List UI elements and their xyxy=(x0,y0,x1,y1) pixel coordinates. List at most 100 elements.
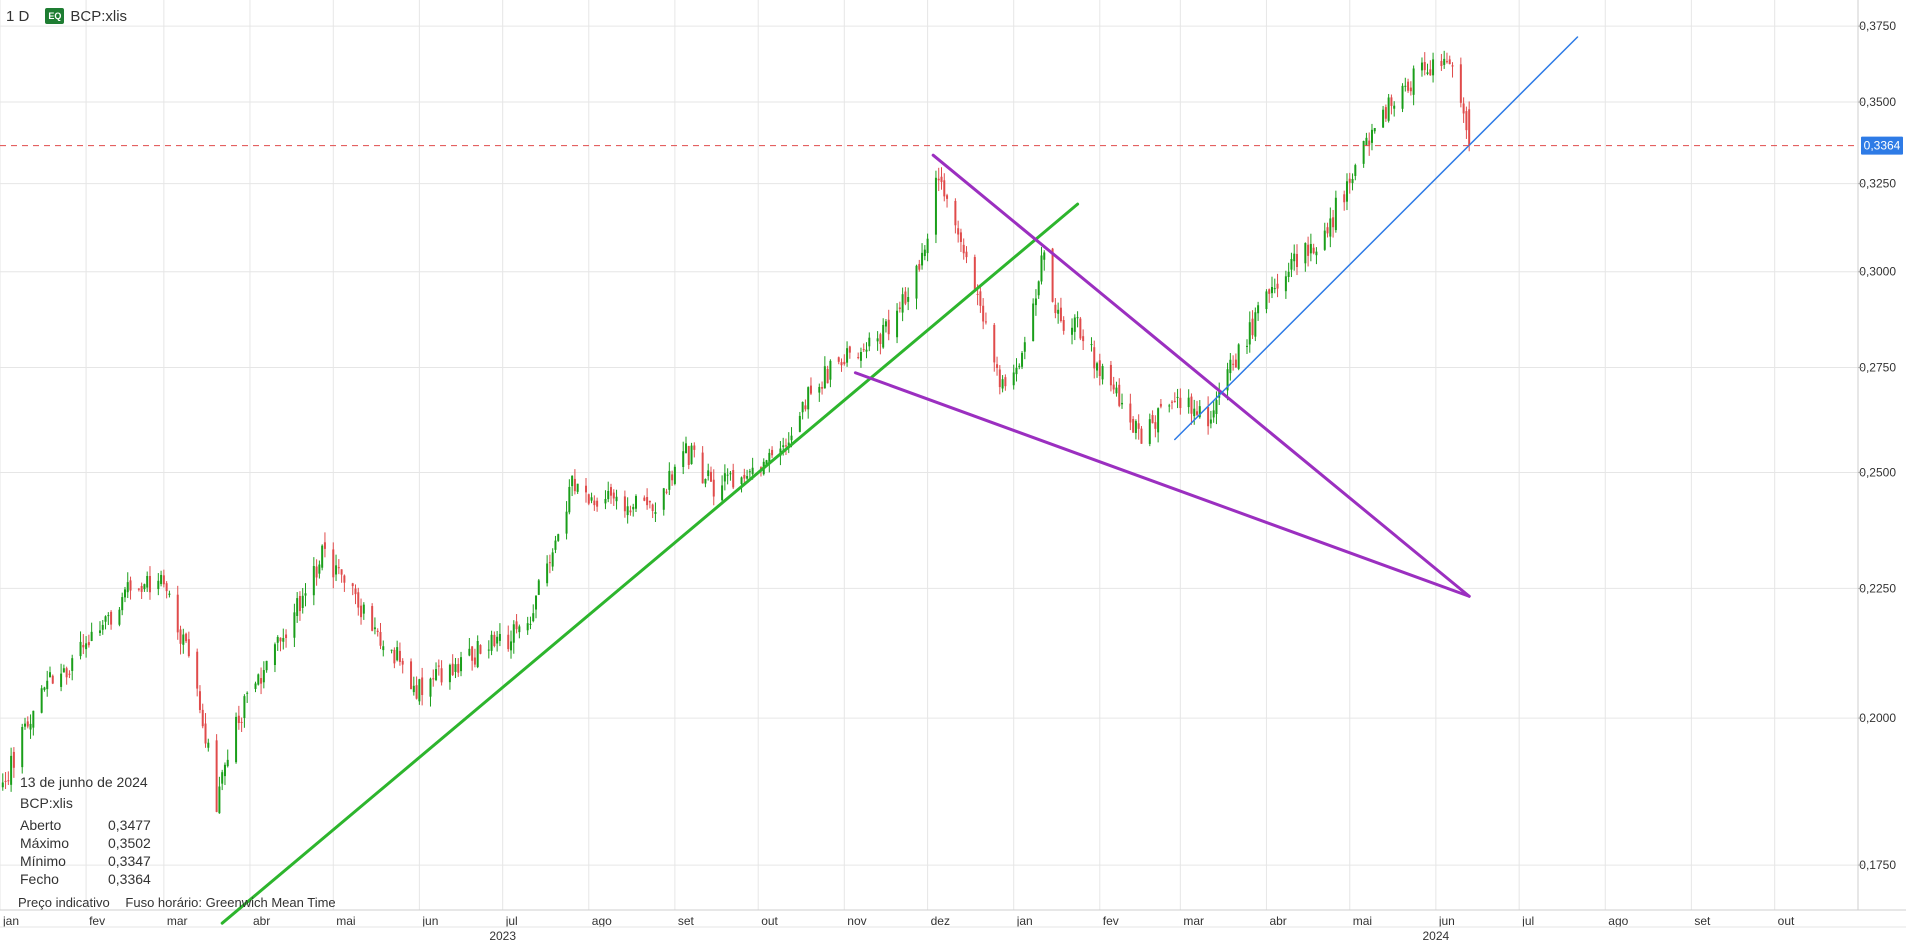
candle xyxy=(512,620,515,654)
candle-body xyxy=(1307,244,1310,256)
candle-body xyxy=(918,263,921,270)
candle-body xyxy=(1173,400,1176,403)
candle-body xyxy=(673,466,676,484)
candle xyxy=(410,658,413,690)
candle xyxy=(662,487,665,516)
candle xyxy=(90,622,93,642)
candle xyxy=(490,630,493,656)
candle-body xyxy=(90,631,93,641)
y-tick-label: 0,2000 xyxy=(1859,711,1896,725)
candle xyxy=(398,642,401,666)
candle xyxy=(573,469,576,495)
candle-body xyxy=(1373,128,1376,132)
candle xyxy=(1362,140,1365,168)
candle-body xyxy=(471,646,474,661)
candle-body xyxy=(179,629,182,644)
candle xyxy=(898,301,901,313)
candle xyxy=(821,381,824,395)
candle xyxy=(1451,62,1454,78)
candle xyxy=(1234,353,1237,368)
candle-body xyxy=(1079,318,1082,339)
candle-body xyxy=(498,633,501,641)
candle xyxy=(526,616,529,635)
candle-body xyxy=(432,678,435,680)
candle xyxy=(473,648,476,668)
candle-body xyxy=(959,232,962,242)
candle-body xyxy=(1448,59,1451,65)
candle-body xyxy=(1407,81,1410,91)
candle xyxy=(1287,262,1290,283)
candle-body xyxy=(512,624,515,643)
candle-body xyxy=(398,650,401,662)
y-tick-label: 0,1750 xyxy=(1859,858,1896,872)
candle-body xyxy=(204,723,207,744)
candle-body xyxy=(1268,289,1271,294)
symbol-label[interactable]: BCP:xlis xyxy=(70,7,128,25)
candle-body xyxy=(962,244,965,254)
candle-body xyxy=(818,386,821,393)
candle-body xyxy=(240,721,243,723)
candle-body xyxy=(743,474,746,479)
candle xyxy=(218,776,221,814)
candle xyxy=(923,245,926,261)
candle xyxy=(337,559,340,575)
candle xyxy=(10,747,13,792)
candle-body xyxy=(282,638,285,642)
candle xyxy=(401,658,404,674)
candle-body xyxy=(262,670,265,683)
candle-body xyxy=(1148,419,1151,444)
candle xyxy=(921,243,924,270)
info-value: 0,3347 xyxy=(108,853,151,869)
candle xyxy=(826,365,829,384)
timezone-note: Fuso horário: Greenwich Mean Time xyxy=(125,895,336,910)
candle-body xyxy=(1,782,4,788)
candle xyxy=(415,676,418,700)
candle xyxy=(879,332,882,355)
candle-body xyxy=(940,176,943,183)
candle xyxy=(85,636,88,658)
candle-body xyxy=(1109,364,1112,386)
x-tick-label: dez xyxy=(931,914,950,928)
candle-body xyxy=(1323,230,1326,250)
candle xyxy=(1157,407,1160,443)
candle xyxy=(498,623,501,647)
candle xyxy=(746,469,749,480)
candle-body xyxy=(435,669,438,681)
candle xyxy=(1115,381,1118,397)
candle xyxy=(146,571,149,592)
candle-body xyxy=(260,678,263,684)
candle xyxy=(143,583,146,592)
candle xyxy=(862,343,865,352)
candle-body xyxy=(965,251,968,258)
candle-body xyxy=(176,594,179,633)
timeframe-label[interactable]: 1 D xyxy=(6,7,30,25)
candle-body xyxy=(382,646,385,651)
candle xyxy=(1315,247,1318,265)
candle-body xyxy=(1348,178,1351,183)
candle-body xyxy=(340,569,343,575)
candle-body xyxy=(51,675,54,684)
info-label: Fecho xyxy=(20,871,59,887)
candle-body xyxy=(440,668,443,683)
candle xyxy=(1368,132,1371,156)
candle xyxy=(1018,363,1021,370)
candle xyxy=(362,602,365,620)
candle xyxy=(1370,123,1373,151)
candle-body xyxy=(996,364,999,368)
candle xyxy=(1207,396,1210,435)
candle xyxy=(607,481,610,503)
candle xyxy=(787,432,790,454)
candle xyxy=(1134,419,1137,440)
candle-body xyxy=(276,636,279,643)
y-tick-label: 0,2250 xyxy=(1859,581,1896,595)
candle-body xyxy=(1465,111,1468,131)
candle-body xyxy=(771,449,774,456)
candle-body xyxy=(1462,103,1465,114)
candle-body xyxy=(415,685,418,699)
candle xyxy=(690,442,693,465)
candle-body xyxy=(82,644,85,648)
candle-body xyxy=(1101,366,1104,380)
candle-body xyxy=(1390,97,1393,106)
candle-body xyxy=(857,357,860,359)
